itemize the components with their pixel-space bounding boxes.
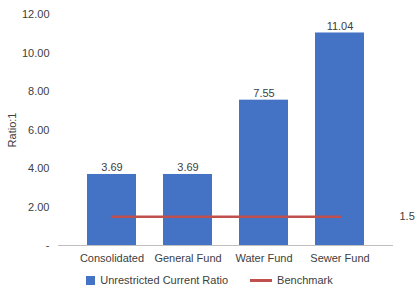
svg-text:Water Fund: Water Fund (235, 252, 292, 264)
svg-text:1.5: 1.5 (400, 210, 415, 222)
svg-text:6.00: 6.00 (28, 124, 49, 136)
svg-text:General Fund: General Fund (154, 252, 221, 264)
svg-text:Sewer Fund: Sewer Fund (310, 252, 369, 264)
svg-text:4.00: 4.00 (28, 162, 49, 174)
svg-text:10.00: 10.00 (22, 47, 50, 59)
svg-text:8.00: 8.00 (28, 85, 49, 97)
html-text:Unrestricted Current Ratio: Unrestricted Current Ratio (100, 274, 229, 286)
svg-text:11.04: 11.04 (327, 20, 354, 32)
svg-text:Consolidated: Consolidated (80, 252, 144, 264)
svg-text:7.55: 7.55 (253, 87, 274, 99)
html-text:Benchmark: Benchmark (277, 274, 333, 286)
svg-text:3.69: 3.69 (101, 161, 122, 173)
svg-text:12.00: 12.00 (22, 8, 50, 20)
svg-text:Ratio:1: Ratio:1 (6, 113, 18, 148)
svg-text:2.00: 2.00 (28, 201, 49, 213)
svg-text:3.69: 3.69 (177, 161, 198, 173)
svg-text:-: - (46, 239, 50, 251)
